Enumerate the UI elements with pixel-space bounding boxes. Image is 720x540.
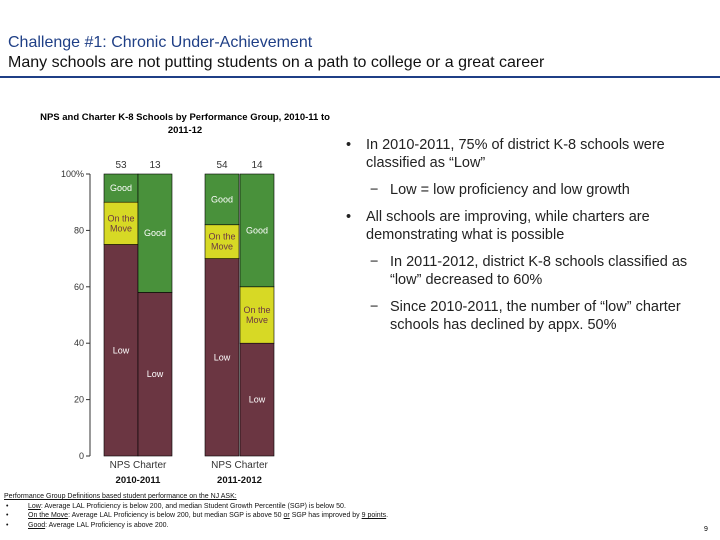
bullet-text: All schools are improving, while charter…: [366, 209, 650, 243]
footnote-item: • Good: Average LAL Proficiency is above …: [4, 521, 388, 531]
y-tick-label: 40: [74, 338, 84, 348]
bullet-list: • In 2010-2011, 75% of district K-8 scho…: [340, 136, 710, 343]
bar-segment-label: Good: [211, 194, 233, 204]
bar-label-line: On the: [243, 305, 270, 315]
footnote-text: : Average LAL Proficiency is above 200.: [45, 521, 169, 529]
chart-title: NPS and Charter K-8 Schools by Performan…: [40, 112, 330, 136]
sub-bullet-item: − In 2011-2012, district K-8 schools cla…: [340, 253, 710, 289]
bar-segment-label: Good: [144, 228, 166, 238]
bar-segment-low: [239, 342, 275, 457]
category-label: NPS Charter: [110, 460, 167, 471]
footnote-item: • On the Move: Average LAL Proficiency is…: [4, 511, 388, 521]
bar-label-line: Good: [144, 228, 166, 238]
dash-marker: −: [370, 254, 379, 270]
bar-segment-on-the-move: [103, 201, 139, 245]
y-tick-label: 0: [79, 451, 84, 461]
footnote-text: : Average LAL Proficiency is below 200, …: [68, 512, 284, 519]
footnote-heading: Performance Group Definitions based stud…: [4, 493, 237, 500]
sub-bullet-item: − Low = low proficiency and low growth: [340, 181, 710, 199]
y-tick-label: 100%: [61, 169, 84, 179]
bar-count-label: 53: [115, 160, 127, 171]
bullet-marker: •: [6, 502, 9, 510]
bar-segment-label: On the Move: [107, 213, 134, 233]
bar-segment-label: Low: [147, 369, 164, 379]
footnote-text: : Average LAL Proficiency is below 200, …: [40, 502, 346, 510]
bar-label-line: Good: [110, 183, 132, 193]
sub-bullet-text: Low = low proficiency and low growth: [390, 182, 630, 198]
footnote-text: SGP has improved by: [289, 512, 362, 519]
bar-label-line: On the: [208, 232, 235, 242]
bar-segment-low: [103, 244, 139, 457]
bar-segment-on-the-move: [239, 286, 275, 344]
bullet-text: In 2010-2011, 75% of district K-8 school…: [366, 137, 665, 171]
bar-label-line: Low: [147, 369, 164, 379]
y-tick-label: 80: [74, 225, 84, 235]
bar-label-line: Move: [246, 315, 268, 325]
bar-segment-good: [137, 173, 173, 293]
bar-label-line: Low: [214, 352, 231, 362]
category-label: NPS Charter: [211, 460, 268, 471]
footnote: Performance Group Definitions based stud…: [4, 492, 388, 530]
page-title: Challenge #1: Chronic Under-Achievement: [8, 34, 313, 51]
bar-segment-label: On the Move: [208, 232, 235, 252]
bar-segment-label: On the Move: [243, 305, 270, 325]
footnote-item: • Low: Average LAL Proficiency is below 2…: [4, 502, 388, 512]
group-label: 2010-2011: [116, 475, 162, 486]
dash-marker: −: [370, 299, 379, 315]
footnote-points: 9 points: [361, 512, 387, 519]
bar-label-line: Good: [246, 225, 268, 235]
bar-segment-good: [204, 173, 240, 226]
bar-count-label: 14: [251, 160, 263, 171]
footnote-text: .: [386, 512, 389, 519]
bar-count-label: 13: [149, 160, 161, 171]
page-number: 9: [704, 526, 708, 533]
bar-label-line: Move: [110, 223, 132, 233]
sub-bullet-text: Since 2010-2011, the number of “low” cha…: [390, 299, 681, 333]
bar-segment-low: [204, 258, 240, 457]
bullet-marker: •: [6, 512, 9, 519]
group-label: 2011-2012: [217, 475, 262, 486]
bullet-marker: •: [346, 137, 352, 153]
footnote-term: Good: [28, 521, 46, 529]
footnote-or: or: [283, 512, 290, 519]
bullet-item: • In 2010-2011, 75% of district K-8 scho…: [340, 136, 710, 172]
bar-segment-label: Low: [214, 352, 231, 362]
sub-bullet-item: − Since 2010-2011, the number of “low” c…: [340, 298, 710, 334]
bullet-item: • All schools are improving, while chart…: [340, 208, 710, 244]
bar-label-line: Move: [211, 242, 233, 252]
bar-label-line: On the: [107, 213, 134, 223]
bar-segment-label: Low: [249, 395, 266, 405]
bullet-marker: •: [6, 521, 9, 529]
bar-segment-on-the-move: [204, 224, 240, 259]
footnote-term: On the Move: [28, 512, 69, 519]
bar-count-label: 54: [216, 160, 228, 171]
y-tick-label: 20: [74, 395, 84, 405]
bar-label-line: Good: [211, 194, 233, 204]
bar-segment-low: [137, 292, 173, 457]
bar-label-line: Low: [249, 395, 266, 405]
sub-bullet-text: In 2011-2012, district K-8 schools class…: [390, 254, 688, 288]
dash-marker: −: [370, 182, 379, 198]
page-subtitle: Many schools are not putting students on…: [8, 54, 545, 71]
bar-label-line: Low: [113, 345, 130, 355]
footnote-term: Low: [28, 502, 41, 510]
bar-segment-good: [103, 173, 139, 203]
y-tick-label: 60: [74, 282, 84, 292]
title-divider: [0, 76, 720, 78]
bullet-marker: •: [346, 209, 352, 225]
bar-segment-label: Good: [110, 183, 132, 193]
bar-segment-label: Good: [246, 225, 268, 235]
bar-segment-label: Low: [113, 345, 130, 355]
bar-segment-good: [239, 173, 275, 288]
